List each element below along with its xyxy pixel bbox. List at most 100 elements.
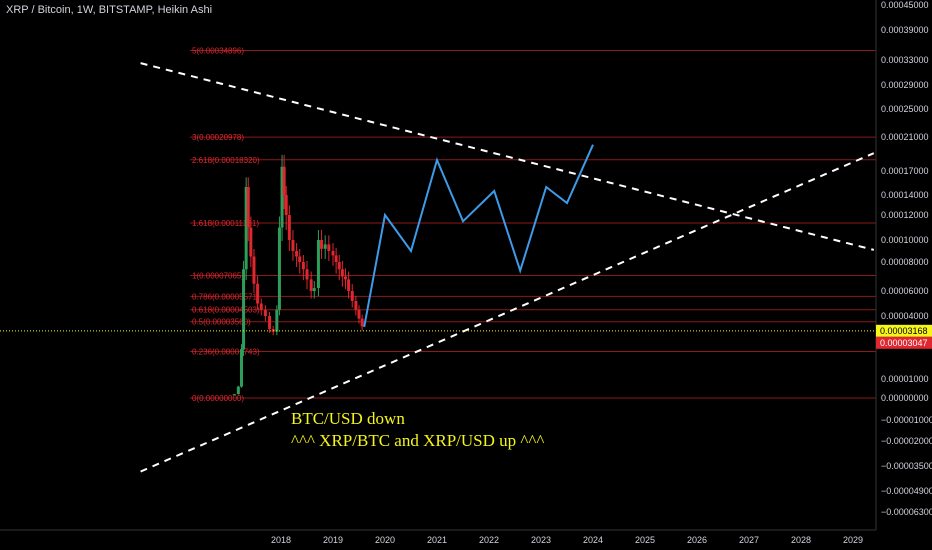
fib-label: 0.5(0.00003560) — [192, 318, 251, 327]
y-tick-label: −0.00002000 — [881, 436, 932, 446]
price-candle — [246, 187, 250, 228]
trendlines — [140, 62, 875, 473]
price-candle — [305, 269, 309, 280]
price-candle — [236, 386, 240, 395]
price-candle — [309, 279, 313, 291]
fib-label: 0.786(0.00005571) — [192, 292, 260, 301]
price-candle — [298, 256, 302, 262]
price-candle — [284, 195, 288, 215]
secondary-price-text: 0.00003047 — [880, 338, 928, 348]
price-history — [232, 154, 364, 396]
price-candle — [343, 276, 347, 280]
current-price-tag — [876, 324, 932, 337]
trendline-descending — [140, 62, 875, 251]
x-axis[interactable]: 2018 2019 2020 2021 2022 2023 2024 2025 2026 2027… — [0, 529, 876, 545]
x-tick-label: 2018 — [271, 535, 291, 545]
price-candle — [268, 316, 272, 329]
price-candle — [337, 262, 341, 270]
price-candle — [252, 256, 256, 284]
price-tags: 0.00003168 0.00003047 — [876, 324, 932, 349]
x-tick-label: 2027 — [739, 535, 759, 545]
price-candle — [327, 244, 331, 251]
y-tick-label: 0.00045000 — [881, 0, 929, 10]
y-tick-label: 0.00014000 — [881, 190, 929, 200]
price-candle — [357, 309, 361, 319]
price-candle — [280, 166, 284, 228]
current-price-text: 0.00003168 — [880, 326, 928, 336]
price-candle — [244, 187, 248, 270]
y-tick-label: 0.00008000 — [881, 257, 929, 267]
price-candle — [316, 240, 320, 289]
price-candle — [291, 240, 295, 251]
x-tick-label: 2021 — [427, 535, 447, 545]
price-candle — [360, 318, 364, 327]
price-candle — [271, 329, 275, 332]
price-candle — [277, 227, 281, 310]
price-candle — [287, 215, 291, 240]
price-candle — [350, 291, 354, 301]
x-tick-label: 2026 — [687, 535, 707, 545]
x-tick-label: 2025 — [635, 535, 655, 545]
price-candle — [232, 394, 236, 396]
fib-label: 0(0.00000000) — [192, 394, 244, 403]
x-tick-label: 2029 — [843, 535, 863, 545]
fib-label: 2.618(0.00018320) — [192, 156, 260, 165]
price-candle — [249, 227, 253, 257]
fib-label: 1.618(0.00011361) — [192, 219, 259, 228]
price-candle — [256, 283, 260, 304]
price-candle — [263, 309, 267, 316]
price-candle — [347, 279, 351, 291]
y-tick-label: 0.00029000 — [881, 80, 929, 90]
trendline-ascending — [140, 152, 875, 473]
price-candle — [340, 269, 344, 277]
price-candle — [334, 255, 338, 262]
annotation-line-1: BTC/USD down — [291, 409, 405, 428]
fib-label: 1(0.00007065) — [192, 272, 244, 281]
price-candle — [295, 251, 299, 257]
secondary-price-tag — [876, 336, 932, 349]
price-candle — [239, 349, 243, 387]
price-candle — [301, 262, 305, 270]
fib-label: 0.618(0.00004503) — [192, 306, 260, 315]
y-tick-label: −0.00006300 — [881, 507, 932, 517]
price-candle — [323, 244, 327, 249]
x-tick-label: 2028 — [791, 535, 811, 545]
y-tick-label: 0.00021000 — [881, 132, 929, 142]
price-candle — [275, 309, 279, 332]
annotation: BTC/USD down ^^^ XRP/BTC and XRP/USD up … — [291, 409, 544, 450]
projection-path — [0, 144, 876, 332]
y-tick-label: 0.00000000 — [881, 393, 929, 403]
price-candle — [259, 303, 263, 310]
y-tick-label: 0.00004000 — [881, 311, 929, 321]
price-candle — [242, 269, 246, 350]
chart-title: XRP / Bitcoin, 1W, BITSTAMP, Heikin Ashi — [6, 4, 213, 16]
projection-line — [363, 144, 594, 328]
y-tick-label: −0.00004900 — [881, 486, 932, 496]
y-tick-label: 0.00039000 — [881, 25, 929, 35]
y-tick-label: −0.00001000 — [881, 415, 932, 425]
fib-label: 5(0.00034896) — [192, 47, 244, 56]
y-tick-label: 0.00033000 — [881, 55, 929, 65]
y-tick-label: 0.00025000 — [881, 104, 929, 114]
fib-label: 0.236(0.00001743) — [192, 348, 260, 357]
x-tick-label: 2024 — [583, 535, 603, 545]
price-candle — [312, 288, 316, 291]
y-tick-label: 0.00006000 — [881, 286, 929, 296]
fibonacci-levels: 0(0.00000000) 0.236(0.00001743) 0.5(0.0000… — [190, 47, 876, 403]
x-tick-label: 2020 — [375, 535, 395, 545]
y-tick-label: 0.00010000 — [881, 235, 929, 245]
y-tick-label: 0.00012000 — [881, 210, 929, 220]
price-candle — [354, 301, 358, 310]
y-tick-label: 0.00017000 — [881, 166, 929, 176]
x-tick-label: 2022 — [479, 535, 499, 545]
price-candle — [282, 166, 286, 195]
x-tick-label: 2019 — [323, 535, 343, 545]
price-candle — [320, 240, 324, 249]
price-candle — [331, 251, 335, 256]
y-tick-label: 0.00001000 — [881, 374, 929, 384]
x-tick-label: 2023 — [531, 535, 551, 545]
fib-label: 3(0.00020978) — [192, 133, 244, 142]
annotation-line-2: ^^^ XRP/BTC and XRP/USD up ^^^ — [291, 431, 544, 450]
